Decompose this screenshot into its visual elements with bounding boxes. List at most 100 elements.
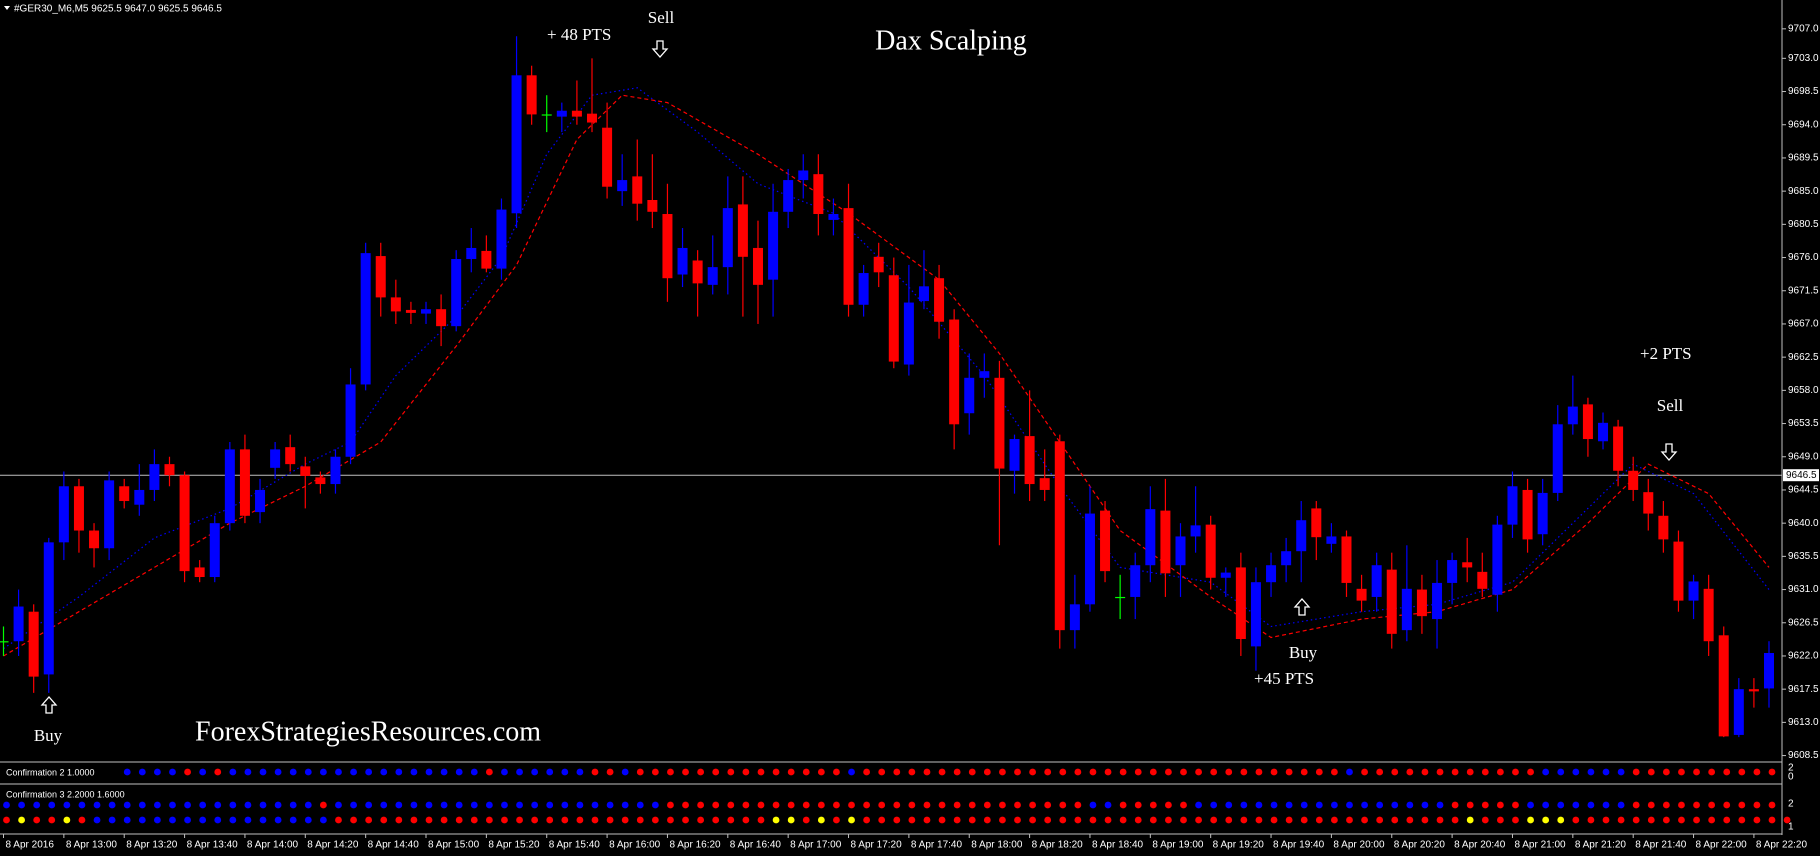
indicator-dot xyxy=(93,816,101,824)
indicator-dot xyxy=(923,801,931,809)
indicator-dot xyxy=(727,801,735,809)
y-tick-label: 9662.5 xyxy=(1788,352,1819,363)
indicator-dot xyxy=(425,816,433,824)
indicator-dot xyxy=(1089,768,1097,776)
indicator-dot xyxy=(1240,768,1248,776)
indicator-dot xyxy=(335,816,342,824)
price-label: 9646.5 xyxy=(1786,470,1817,481)
candle-body xyxy=(239,449,250,516)
candle-body xyxy=(843,208,854,305)
x-tick-label: 8 Apr 17:20 xyxy=(851,840,903,851)
y-tick-label: 9707.0 xyxy=(1788,23,1819,34)
indicator-dot xyxy=(1149,768,1157,776)
indicator-dot xyxy=(742,801,750,809)
indicator-dot xyxy=(968,816,976,824)
indicator-dot xyxy=(1753,816,1761,824)
indicator-dot xyxy=(501,801,508,809)
candle-body xyxy=(964,377,975,414)
candle-body xyxy=(1356,588,1367,601)
indicator-dot xyxy=(289,816,297,824)
candle-body xyxy=(1492,524,1503,595)
indicator-dot xyxy=(1632,768,1640,776)
indicator-dot xyxy=(1315,801,1323,809)
indicator-dot xyxy=(365,816,373,824)
candle-body xyxy=(1266,565,1277,583)
indicator-dot xyxy=(395,816,403,824)
indicator-dot xyxy=(259,816,267,824)
indicator-dot xyxy=(1391,816,1399,824)
indicator-dot xyxy=(169,816,176,824)
indicator-dot xyxy=(1723,768,1731,776)
indicator-dot xyxy=(350,801,357,809)
indicator-dot xyxy=(1436,768,1444,776)
indicator-dot xyxy=(636,801,644,809)
candle-body xyxy=(1296,520,1307,552)
candle-body xyxy=(949,319,960,425)
candle-body xyxy=(179,475,190,572)
y-tick-label: 9613.0 xyxy=(1788,717,1819,728)
candle-body xyxy=(587,113,597,123)
indicator-dot xyxy=(1330,801,1338,809)
indicator-dot xyxy=(1391,768,1399,776)
candle-body xyxy=(315,477,326,485)
indicator-dot xyxy=(1255,768,1263,776)
x-tick-label: 8 Apr 19:40 xyxy=(1273,840,1325,851)
indicator-dot xyxy=(667,768,674,776)
x-tick-label: 8 Apr 15:00 xyxy=(428,840,480,851)
indicator-dot xyxy=(531,801,539,809)
indicator-dot xyxy=(742,816,750,824)
indicator-dot xyxy=(576,801,584,809)
indicator-dot xyxy=(1451,768,1459,776)
indicator-dot xyxy=(712,768,720,776)
indicator-dot xyxy=(1738,816,1746,824)
candle-body xyxy=(677,247,688,275)
indicator-dot xyxy=(1119,801,1127,809)
candle-body xyxy=(1733,689,1744,735)
candle-body xyxy=(1281,551,1292,566)
candle-body xyxy=(1341,536,1352,583)
indicator-dot xyxy=(1421,816,1429,824)
candle-body xyxy=(209,523,220,578)
candle-body xyxy=(149,464,160,490)
candle-body xyxy=(224,449,235,524)
indicator-dot xyxy=(1300,816,1308,824)
indicator-dot xyxy=(1014,816,1021,824)
candle-body xyxy=(571,110,582,117)
y-tick-label: 9667.0 xyxy=(1788,319,1819,330)
candle-body xyxy=(1235,567,1246,639)
indicator-dot xyxy=(1119,768,1127,776)
indicator-dot xyxy=(1225,801,1233,809)
indicator-dot xyxy=(1753,801,1761,809)
indicator-dot xyxy=(335,801,342,809)
indicator-dot xyxy=(772,816,780,824)
candle-body xyxy=(13,606,24,642)
indicator-dot xyxy=(199,768,207,776)
candle-body xyxy=(43,542,54,675)
indicator-dot xyxy=(1708,816,1716,824)
candle-body xyxy=(1507,486,1518,525)
candle-body xyxy=(1567,406,1578,425)
candle-body xyxy=(1673,541,1684,601)
indicator-dot xyxy=(274,801,282,809)
indicator-dot xyxy=(1647,816,1655,824)
indicator-dot xyxy=(817,816,825,824)
indicator-dot xyxy=(516,768,523,776)
indicator-dot xyxy=(878,816,886,824)
candle-body xyxy=(1718,635,1729,737)
indicator-dot xyxy=(470,816,478,824)
indicator-dot xyxy=(1165,768,1172,776)
candle-body xyxy=(1024,436,1035,485)
indicator-dot xyxy=(727,768,735,776)
indicator-dot xyxy=(682,816,689,824)
indicator-dot xyxy=(319,801,327,809)
indicator-dot xyxy=(1165,801,1172,809)
indicator-dot xyxy=(591,801,599,809)
indicator-dot xyxy=(1074,816,1082,824)
indicator-dot xyxy=(350,816,357,824)
candle-body xyxy=(270,449,281,468)
candle-body xyxy=(1039,478,1050,490)
indicator-dot xyxy=(651,801,659,809)
candle-body xyxy=(466,247,477,260)
candle-body xyxy=(1401,588,1412,631)
